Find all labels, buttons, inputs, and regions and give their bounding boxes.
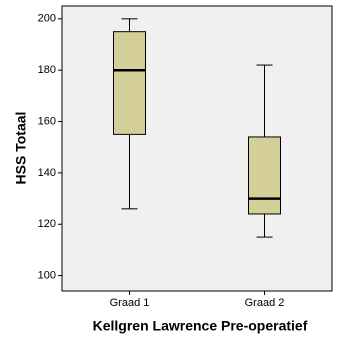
x-tick-label: Graad 1 [110,297,150,309]
y-tick-label: 140 [38,167,56,179]
x-tick-label: Graad 2 [245,297,285,309]
y-tick-label: 180 [38,64,56,76]
x-axis-title: Kellgren Lawrence Pre-operatief [93,318,308,334]
box [248,136,281,215]
y-axis-title: HSS Totaal [13,112,29,185]
plot-area [61,5,333,292]
y-tick-label: 200 [38,13,56,25]
y-tick-label: 160 [38,115,56,127]
y-tick-label: 100 [38,270,56,282]
box [113,31,146,135]
y-tick-label: 120 [38,218,56,230]
